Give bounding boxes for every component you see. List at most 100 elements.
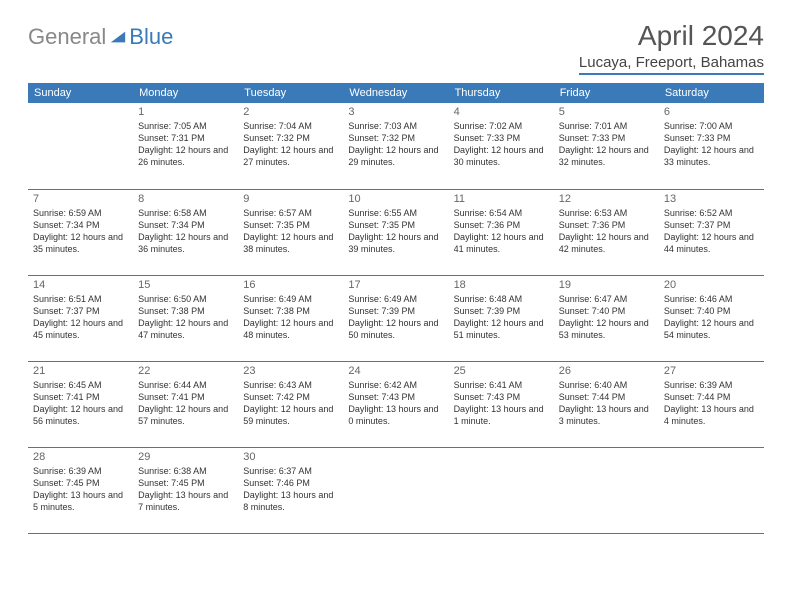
- sunset: Sunset: 7:33 PM: [664, 132, 759, 144]
- location: Lucaya, Freeport, Bahamas: [579, 54, 764, 75]
- sunrise: Sunrise: 7:04 AM: [243, 120, 338, 132]
- sunrise: Sunrise: 6:42 AM: [348, 379, 443, 391]
- sunset: Sunset: 7:43 PM: [454, 391, 549, 403]
- day-info: Sunrise: 7:04 AMSunset: 7:32 PMDaylight:…: [243, 120, 338, 169]
- logo-triangle-icon: [109, 28, 127, 46]
- sunrise: Sunrise: 6:45 AM: [33, 379, 128, 391]
- sunset: Sunset: 7:32 PM: [348, 132, 443, 144]
- sunset: Sunset: 7:44 PM: [559, 391, 654, 403]
- sunset: Sunset: 7:43 PM: [348, 391, 443, 403]
- sunset: Sunset: 7:41 PM: [138, 391, 233, 403]
- day-cell: [343, 447, 448, 533]
- day-info: Sunrise: 6:53 AMSunset: 7:36 PMDaylight:…: [559, 207, 654, 256]
- daylight: Daylight: 12 hours and 30 minutes.: [454, 144, 549, 168]
- day-cell: 28Sunrise: 6:39 AMSunset: 7:45 PMDayligh…: [28, 447, 133, 533]
- day-cell: 30Sunrise: 6:37 AMSunset: 7:46 PMDayligh…: [238, 447, 343, 533]
- day-number: 14: [33, 279, 128, 291]
- sunrise: Sunrise: 6:53 AM: [559, 207, 654, 219]
- day-number: 30: [243, 451, 338, 463]
- sunset: Sunset: 7:35 PM: [348, 219, 443, 231]
- sunset: Sunset: 7:45 PM: [33, 477, 128, 489]
- day-info: Sunrise: 6:52 AMSunset: 7:37 PMDaylight:…: [664, 207, 759, 256]
- daylight: Daylight: 13 hours and 4 minutes.: [664, 403, 759, 427]
- daylight: Daylight: 12 hours and 39 minutes.: [348, 231, 443, 255]
- daylight: Daylight: 12 hours and 50 minutes.: [348, 317, 443, 341]
- day-number: 10: [348, 193, 443, 205]
- day-number: 24: [348, 365, 443, 377]
- day-info: Sunrise: 6:49 AMSunset: 7:39 PMDaylight:…: [348, 293, 443, 342]
- week-row: 21 Sunrise: 6:45 AM Sunset: 7:41 PM Dayligh…: [28, 361, 764, 447]
- sunrise: Sunrise: 6:49 AM: [348, 293, 443, 305]
- day-cell: 29 Sunrise: 6:38 AMSunset: 7:45 PMDayligh…: [133, 447, 238, 533]
- day-cell: 4Sunrise: 7:02 AMSunset: 7:33 PMDaylight…: [449, 103, 554, 189]
- day-info: Sunrise: 6:59 AMSunset: 7:34 PMDaylight:…: [33, 207, 128, 256]
- day-info: Sunrise: 7:02 AMSunset: 7:33 PMDaylight:…: [454, 120, 549, 169]
- sunset: Sunset: 7:35 PM: [243, 219, 338, 231]
- day-number: 26: [559, 365, 654, 377]
- daylight: Daylight: 12 hours and 32 minutes.: [559, 144, 654, 168]
- day-info: Sunrise: 6:38 AMSunset: 7:45 PMDaylight:…: [138, 465, 233, 514]
- day-info: Sunrise: 6:50 AMSunset: 7:38 PMDaylight:…: [138, 293, 233, 342]
- day-cell: 22Sunrise: 6:44 AMSunset: 7:41 PMDayligh…: [133, 361, 238, 447]
- day-info: Sunrise: 7:05 AMSunset: 7:31 PMDaylight:…: [138, 120, 233, 169]
- daylight: Daylight: 12 hours and 56 minutes.: [33, 403, 128, 427]
- daylight: Daylight: 12 hours and 38 minutes.: [243, 231, 338, 255]
- calendar-body: 1 Sunrise: 7:05 AMSunset: 7:31 PMDaylight…: [28, 103, 764, 533]
- sunrise: Sunrise: 6:50 AM: [138, 293, 233, 305]
- day-number: 18: [454, 279, 549, 291]
- daylight: Daylight: 13 hours and 7 minutes.: [138, 489, 233, 513]
- day-cell: 19Sunrise: 6:47 AMSunset: 7:40 PMDayligh…: [554, 275, 659, 361]
- sunset: Sunset: 7:39 PM: [454, 305, 549, 317]
- week-row: 28Sunrise: 6:39 AMSunset: 7:45 PMDayligh…: [28, 447, 764, 533]
- daylight: Daylight: 12 hours and 35 minutes.: [33, 231, 128, 255]
- day-header-saturday: Saturday: [659, 83, 764, 103]
- day-info: Sunrise: 6:39 AMSunset: 7:44 PMDaylight:…: [664, 379, 759, 428]
- day-cell: 25Sunrise: 6:41 AMSunset: 7:43 PMDayligh…: [449, 361, 554, 447]
- sunset: Sunset: 7:40 PM: [559, 305, 654, 317]
- daylight: Daylight: 12 hours and 33 minutes.: [664, 144, 759, 168]
- daylight: Daylight: 13 hours and 5 minutes.: [33, 489, 128, 513]
- sunrise: Sunrise: 6:47 AM: [559, 293, 654, 305]
- daylight: Daylight: 12 hours and 54 minutes.: [664, 317, 759, 341]
- sunset: Sunset: 7:46 PM: [243, 477, 338, 489]
- day-cell: 26 Sunrise: 6:40 AMSunset: 7:44 PMDayligh…: [554, 361, 659, 447]
- sunrise: Sunrise: 6:44 AM: [138, 379, 233, 391]
- day-info: Sunrise: 6:58 AMSunset: 7:34 PMDaylight:…: [138, 207, 233, 256]
- week-row: 1 Sunrise: 7:05 AMSunset: 7:31 PMDaylight…: [28, 103, 764, 189]
- day-info: Sunrise: 6:57 AMSunset: 7:35 PMDaylight:…: [243, 207, 338, 256]
- daylight: Daylight: 12 hours and 29 minutes.: [348, 144, 443, 168]
- sunrise: Sunrise: 6:39 AM: [664, 379, 759, 391]
- sunset: Sunset: 7:34 PM: [33, 219, 128, 231]
- day-number: 29: [138, 451, 233, 463]
- day-info: Sunrise: 6:55 AMSunset: 7:35 PMDaylight:…: [348, 207, 443, 256]
- day-cell: [28, 103, 133, 189]
- day-number: 21: [33, 365, 128, 377]
- day-number: 1: [138, 106, 233, 118]
- day-number: 15: [138, 279, 233, 291]
- day-cell: 17Sunrise: 6:49 AMSunset: 7:39 PMDayligh…: [343, 275, 448, 361]
- day-cell: 20Sunrise: 6:46 AMSunset: 7:40 PMDayligh…: [659, 275, 764, 361]
- day-cell: 18Sunrise: 6:48 AMSunset: 7:39 PMDayligh…: [449, 275, 554, 361]
- day-number: 16: [243, 279, 338, 291]
- sunrise: Sunrise: 6:40 AM: [559, 379, 654, 391]
- daylight: Daylight: 12 hours and 36 minutes.: [138, 231, 233, 255]
- daylight: Daylight: 12 hours and 26 minutes.: [138, 144, 233, 168]
- header-right: April 2024 Lucaya, Freeport, Bahamas: [579, 20, 764, 75]
- day-number: 9: [243, 193, 338, 205]
- day-header-friday: Friday: [554, 83, 659, 103]
- day-info: Sunrise: 6:43 AMSunset: 7:42 PMDaylight:…: [243, 379, 338, 428]
- daylight: Daylight: 13 hours and 1 minute.: [454, 403, 549, 427]
- day-cell: [449, 447, 554, 533]
- daylight: Daylight: 12 hours and 42 minutes.: [559, 231, 654, 255]
- sunset: Sunset: 7:32 PM: [243, 132, 338, 144]
- sunset: Sunset: 7:34 PM: [138, 219, 233, 231]
- day-header-wednesday: Wednesday: [343, 83, 448, 103]
- day-info: Sunrise: 6:47 AMSunset: 7:40 PMDaylight:…: [559, 293, 654, 342]
- day-header-monday: Monday: [133, 83, 238, 103]
- sunrise: Sunrise: 6:54 AM: [454, 207, 549, 219]
- day-number: 13: [664, 193, 759, 205]
- month-title: April 2024: [579, 20, 764, 52]
- day-cell: 7Sunrise: 6:59 AMSunset: 7:34 PMDaylight…: [28, 189, 133, 275]
- daylight: Daylight: 13 hours and 3 minutes.: [559, 403, 654, 427]
- sunset: Sunset: 7:38 PM: [138, 305, 233, 317]
